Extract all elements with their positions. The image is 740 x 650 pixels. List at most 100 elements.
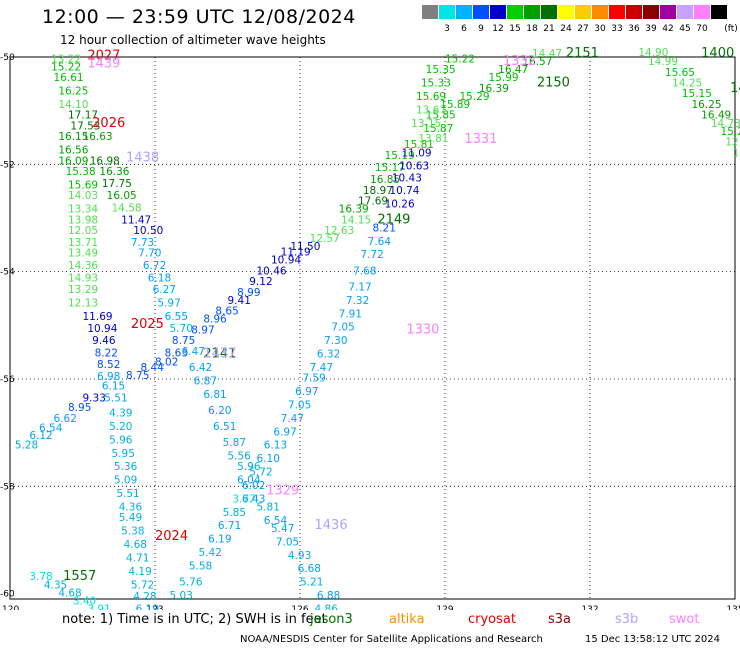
wave-height-value: 7.05	[276, 536, 299, 548]
wave-height-value: 6.54	[264, 515, 288, 527]
wave-height-value: 5.72	[131, 579, 154, 591]
wave-height-value: 8.97	[191, 324, 214, 336]
wave-height-value: 10.63	[399, 161, 429, 173]
pass-label: 2026	[92, 116, 125, 131]
wave-height-value: 10.50	[133, 225, 163, 237]
wave-height-value: 6.62	[54, 413, 77, 425]
page-title: 12:00 — 23:59 UTC 12/08/2024	[42, 6, 356, 28]
wave-height-value: 5.03	[170, 590, 193, 602]
pass-label: 1438	[126, 151, 159, 166]
wave-height-value: 8.96	[203, 314, 227, 326]
wave-height-value: 3.78	[29, 571, 52, 583]
wave-height-value: 4.36	[119, 501, 143, 513]
wave-height-value: 13.98	[68, 214, 98, 226]
pass-label: 2151	[566, 46, 599, 61]
wave-height-value: 16.09	[58, 155, 88, 167]
pass-label: 2150	[537, 76, 570, 91]
wave-height-value: 5.87	[223, 437, 246, 449]
wave-height-value: 11.69	[83, 311, 113, 323]
wave-height-value: 16.39	[479, 83, 509, 95]
wave-height-value: 5.76	[179, 577, 203, 589]
wave-height-values: 13.2215.2216.6116.2514.1017.1717.5316.15…	[15, 47, 740, 610]
wave-height-value: 14.10	[58, 99, 88, 111]
wave-height-value: 5.42	[199, 547, 222, 559]
satellite-s3a: s3a	[548, 612, 572, 627]
wave-height-value: 10.74	[389, 185, 419, 197]
legend-label: 30	[594, 24, 606, 34]
legend-label: 21	[543, 24, 555, 34]
wave-height-value: 14.15	[341, 214, 371, 226]
wave-height-value: 15.33	[421, 78, 451, 90]
wave-height-value: 8.02	[155, 357, 178, 369]
wave-height-value: 6.32	[317, 349, 340, 361]
wave-height-value: 8.22	[95, 347, 118, 359]
wave-height-value: 6.98	[97, 371, 120, 383]
wave-height-value: 14.25	[672, 78, 702, 90]
legend-swatch	[677, 5, 693, 19]
lon-tick-label: 129	[436, 605, 453, 610]
wave-height-value: 12.05	[68, 225, 98, 237]
pass-label: 1557	[63, 569, 96, 584]
legend-swatch	[592, 5, 608, 19]
wave-height-value: 7.05	[288, 399, 311, 411]
wave-height-value: 6.19	[208, 534, 231, 546]
pass-label: 1332	[503, 54, 536, 69]
wave-height-value: 6.27	[153, 284, 176, 296]
wave-height-value: 11.50	[290, 241, 320, 253]
wave-height-value: 15.19	[385, 150, 415, 162]
pass-label: 2027	[87, 49, 120, 64]
pass-label: 2024	[155, 529, 188, 544]
wave-height-value: 15.65	[665, 67, 695, 79]
wave-height-value: 8.65	[215, 306, 238, 318]
wave-height-value: 8.21	[373, 222, 396, 234]
pass-label: 1330	[406, 322, 439, 337]
wave-height-value: 17.75	[102, 178, 132, 190]
wave-height-value: 5.97	[157, 298, 180, 310]
footer-note: note: 1) Time is in UTC; 2) SWH is in fe…	[62, 612, 327, 627]
wave-height-value: 3.40	[73, 595, 96, 607]
map-grid	[10, 57, 735, 599]
wave-height-value: 6.71	[218, 520, 241, 532]
wave-height-value: 15.29	[460, 91, 490, 103]
wave-height-value: 16.47	[498, 64, 528, 76]
legend-label: 12	[492, 24, 504, 34]
legend-label: 24	[560, 24, 572, 34]
wave-height-value: 6.88	[317, 590, 340, 602]
wave-height-value: 5.96	[237, 461, 261, 473]
wave-height-value: 12.63	[324, 225, 354, 237]
wave-height-value: 6.81	[203, 389, 226, 401]
legend-swatch	[711, 5, 727, 19]
pass-label: 1331	[464, 132, 497, 147]
wave-height-value: 6.68	[298, 563, 321, 575]
satellite-cryosat: cryosat	[468, 612, 516, 627]
legend-swatch	[575, 5, 591, 19]
legend-swatch	[490, 5, 506, 19]
wave-height-value: 4.71	[126, 552, 149, 564]
wave-height-value: 10.26	[385, 198, 415, 210]
wave-height-value: 5.51	[116, 488, 139, 500]
wave-height-value: 8.75	[126, 370, 149, 382]
wave-height-value: 4.68	[124, 539, 147, 551]
wave-height-value: 15.22	[51, 61, 81, 73]
wave-height-value: 7.17	[348, 281, 371, 293]
wave-height-value: 10.43	[392, 172, 422, 184]
pass-label: 140	[730, 81, 740, 96]
wave-height-value: 6.72	[143, 260, 166, 272]
wave-height-map: 120123126129132135-50-52-54-56-58-60 13.…	[0, 46, 740, 610]
wave-height-value: 13.71	[68, 237, 98, 249]
pass-label: 1436	[315, 518, 348, 533]
wave-height-value: 11.47	[121, 214, 151, 226]
wave-height-value: 10.46	[257, 265, 287, 277]
wave-height-value: 16.85	[370, 174, 400, 186]
wave-height-value: 6.87	[194, 375, 217, 387]
generated-timestamp: 15 Dec 13:58:12 UTC 2024	[585, 634, 720, 645]
wave-height-value: 16.36	[99, 166, 129, 178]
wave-height-value: 15.15	[682, 88, 712, 100]
legend-swatch	[626, 5, 642, 19]
wave-height-value: 13.67	[416, 104, 446, 116]
wave-height-value: 6.51	[213, 421, 236, 433]
wave-height-value: 6.43	[242, 493, 265, 505]
wave-height-value: 6.97	[295, 386, 318, 398]
satellite-jason3: jason3	[310, 612, 353, 627]
wave-height-value: 15.89	[440, 99, 470, 111]
